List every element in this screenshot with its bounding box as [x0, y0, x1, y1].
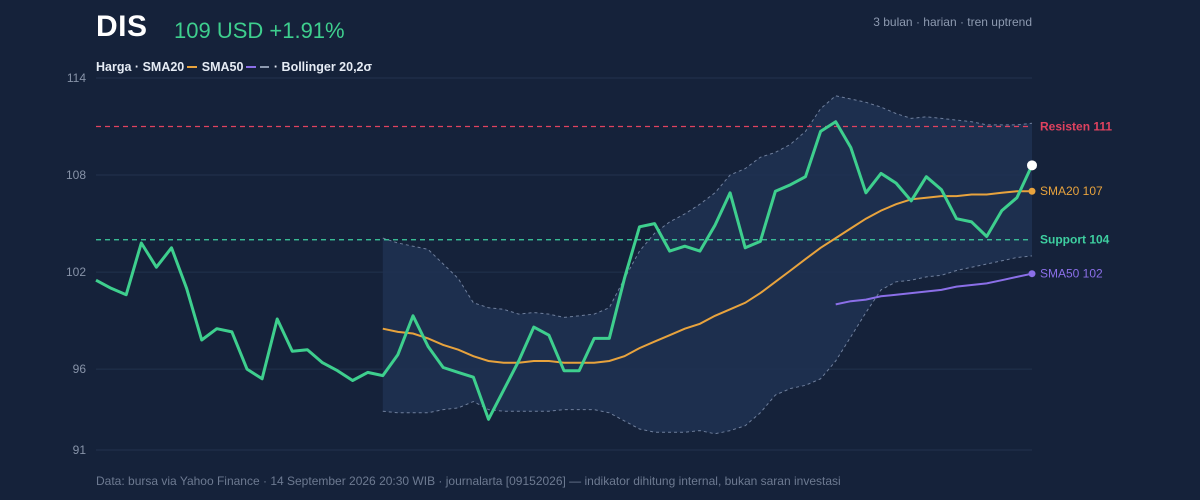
ticker-symbol: DIS: [96, 10, 148, 43]
sma20-line: [382, 190, 1032, 364]
legend-sma50: SMA50: [201, 60, 244, 74]
price-change: 109 USD +1.91%: [174, 18, 345, 43]
annotations: Resisten 111 Support 104 SMA20 107 SMA50 10…: [1040, 120, 1112, 281]
legend-sma50-swatch: [246, 65, 257, 68]
y-tick-label: 114: [67, 71, 86, 85]
support-label: Support 104: [1040, 233, 1110, 247]
legend-price: Harga ·: [96, 60, 140, 74]
last-price-dot: [1027, 160, 1037, 171]
chart-legend: Harga · SMA20 SMA50 · Bollinger 20,2σ: [96, 60, 372, 74]
sma20-label: SMA20 107: [1040, 184, 1103, 198]
chart-subtitle: 3 bulan · harian · tren uptrend: [873, 15, 1032, 29]
support-resistance-levels: [96, 125, 1032, 241]
y-tick-label: 96: [73, 362, 87, 376]
legend-sma20: SMA20: [142, 60, 185, 74]
legend-bollinger: · Bollinger 20,2σ: [273, 60, 373, 74]
y-tick-label: 102: [66, 265, 86, 279]
legend-sma20-swatch: [187, 65, 198, 68]
bollinger-band: [382, 95, 1033, 435]
series-lines: [95, 120, 1037, 421]
y-tick-label: 91: [73, 443, 87, 457]
sma50-end-dot: [1028, 270, 1036, 278]
price-line: [95, 120, 1034, 421]
chart-footer: Data: bursa via Yahoo Finance · 14 Septe…: [96, 474, 841, 488]
bollinger-upper-line: [382, 95, 1033, 318]
sma50-line: [835, 272, 1033, 306]
sma50-label: SMA50 102: [1040, 267, 1103, 281]
y-tick-label: 108: [66, 168, 86, 182]
sma20-end-dot: [1028, 187, 1036, 195]
bollinger-band-fill: [382, 95, 1032, 434]
resistance-label: Resisten 111: [1040, 120, 1112, 134]
legend-bollinger-swatch: [260, 65, 270, 68]
